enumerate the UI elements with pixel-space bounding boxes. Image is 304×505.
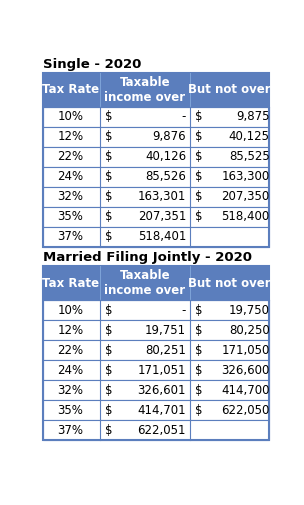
Text: 10%: 10% xyxy=(57,304,84,317)
Bar xyxy=(43,207,269,227)
Bar xyxy=(43,400,269,420)
Text: 40,125: 40,125 xyxy=(229,130,270,143)
Text: $: $ xyxy=(195,110,202,123)
Bar xyxy=(43,167,269,187)
Text: -: - xyxy=(182,110,186,123)
Text: 171,050: 171,050 xyxy=(221,343,270,357)
Text: $: $ xyxy=(195,304,202,317)
Text: $: $ xyxy=(105,170,112,183)
Text: 22%: 22% xyxy=(57,343,84,357)
Text: 518,401: 518,401 xyxy=(138,230,186,243)
Text: $: $ xyxy=(105,230,112,243)
Text: 10%: 10% xyxy=(57,110,84,123)
Text: 518,400: 518,400 xyxy=(222,211,270,223)
Bar xyxy=(43,300,269,320)
Text: $: $ xyxy=(105,150,112,163)
Text: But not over: But not over xyxy=(188,83,271,96)
Bar xyxy=(43,107,269,127)
Text: 12%: 12% xyxy=(57,130,84,143)
Bar xyxy=(43,227,269,247)
Text: $: $ xyxy=(105,324,112,337)
Text: $: $ xyxy=(105,130,112,143)
Text: 19,750: 19,750 xyxy=(229,304,270,317)
Bar xyxy=(43,187,269,207)
Text: $: $ xyxy=(195,364,202,377)
Bar xyxy=(43,420,269,440)
Text: 80,251: 80,251 xyxy=(145,343,186,357)
Bar xyxy=(43,266,269,440)
Text: 37%: 37% xyxy=(57,424,84,437)
Text: $: $ xyxy=(195,403,202,417)
Text: 19,751: 19,751 xyxy=(145,324,186,337)
Text: 207,351: 207,351 xyxy=(138,211,186,223)
Text: $: $ xyxy=(195,211,202,223)
Text: 35%: 35% xyxy=(58,403,84,417)
Text: 32%: 32% xyxy=(57,384,84,396)
Bar xyxy=(43,380,269,400)
Text: Tax Rate: Tax Rate xyxy=(42,277,99,290)
Text: 326,601: 326,601 xyxy=(137,384,186,396)
Text: $: $ xyxy=(105,304,112,317)
Text: Single - 2020: Single - 2020 xyxy=(43,58,141,71)
Text: $: $ xyxy=(105,403,112,417)
Bar xyxy=(43,73,269,107)
Text: 171,051: 171,051 xyxy=(137,364,186,377)
Bar xyxy=(43,340,269,360)
Text: $: $ xyxy=(105,384,112,396)
Text: $: $ xyxy=(195,343,202,357)
Text: 85,526: 85,526 xyxy=(145,170,186,183)
Text: -: - xyxy=(182,304,186,317)
Text: 414,700: 414,700 xyxy=(221,384,270,396)
Text: Tax Rate: Tax Rate xyxy=(42,83,99,96)
Text: 9,875: 9,875 xyxy=(236,110,270,123)
Text: $: $ xyxy=(195,150,202,163)
Text: 207,350: 207,350 xyxy=(222,190,270,204)
Text: 40,126: 40,126 xyxy=(145,150,186,163)
Text: 163,300: 163,300 xyxy=(222,170,270,183)
Text: 24%: 24% xyxy=(57,364,84,377)
Text: $: $ xyxy=(105,364,112,377)
Text: 80,250: 80,250 xyxy=(229,324,270,337)
Text: $: $ xyxy=(105,211,112,223)
Text: $: $ xyxy=(195,324,202,337)
Text: 12%: 12% xyxy=(57,324,84,337)
Text: 9,876: 9,876 xyxy=(152,130,186,143)
Text: 326,600: 326,600 xyxy=(221,364,270,377)
Text: $: $ xyxy=(105,190,112,204)
Text: Taxable
income over: Taxable income over xyxy=(104,76,185,104)
Bar xyxy=(43,147,269,167)
Text: $: $ xyxy=(195,130,202,143)
Bar xyxy=(43,127,269,147)
Text: 37%: 37% xyxy=(57,230,84,243)
Text: 32%: 32% xyxy=(57,190,84,204)
Text: 622,051: 622,051 xyxy=(137,424,186,437)
Bar xyxy=(43,73,269,247)
Bar xyxy=(43,266,269,300)
Text: $: $ xyxy=(105,424,112,437)
Text: $: $ xyxy=(195,170,202,183)
Text: $: $ xyxy=(105,343,112,357)
Text: But not over: But not over xyxy=(188,277,271,290)
Text: 414,701: 414,701 xyxy=(137,403,186,417)
Text: 35%: 35% xyxy=(58,211,84,223)
Bar xyxy=(43,320,269,340)
Text: $: $ xyxy=(195,190,202,204)
Text: Taxable
income over: Taxable income over xyxy=(104,269,185,297)
Text: $: $ xyxy=(195,384,202,396)
Text: 622,050: 622,050 xyxy=(221,403,270,417)
Text: 85,525: 85,525 xyxy=(229,150,270,163)
Text: 22%: 22% xyxy=(57,150,84,163)
Text: 163,301: 163,301 xyxy=(138,190,186,204)
Text: 24%: 24% xyxy=(57,170,84,183)
Text: Married Filing Jointly - 2020: Married Filing Jointly - 2020 xyxy=(43,251,252,264)
Text: $: $ xyxy=(105,110,112,123)
Bar xyxy=(43,360,269,380)
